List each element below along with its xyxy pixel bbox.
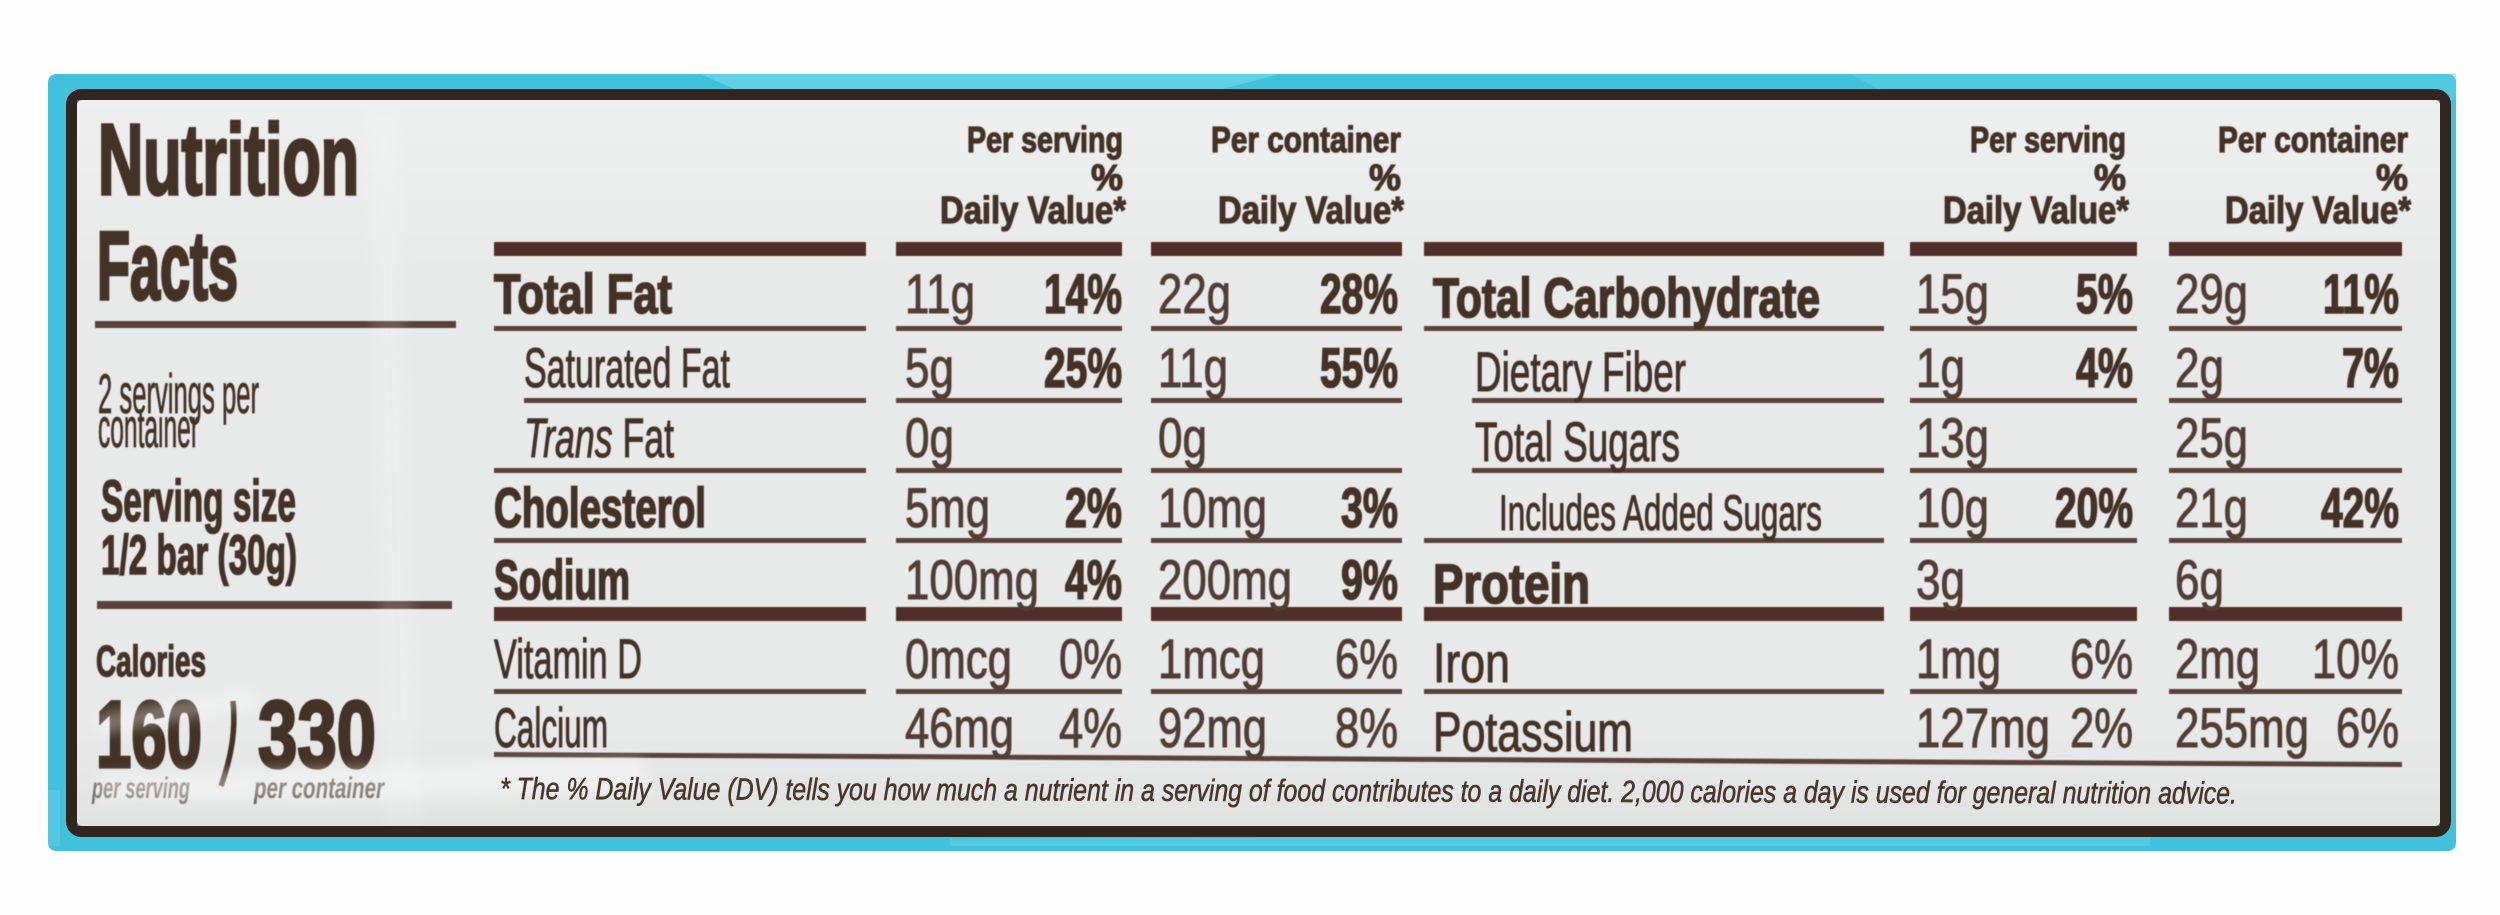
svg-text:42%: 42% bbox=[2321, 476, 2399, 539]
svg-text:Total Fat: Total Fat bbox=[494, 262, 672, 325]
svg-text:4%: 4% bbox=[2076, 336, 2133, 399]
svg-text:* The % Daily Value (DV) tells: * The % Daily Value (DV) tells you how m… bbox=[500, 771, 2237, 811]
svg-text:Calcium: Calcium bbox=[494, 696, 608, 759]
svg-text:11g: 11g bbox=[905, 262, 975, 325]
svg-text:Per container: Per container bbox=[1211, 119, 1401, 160]
svg-text:2%: 2% bbox=[2070, 696, 2133, 759]
svg-text:Per container: Per container bbox=[2218, 119, 2408, 160]
svg-text:Iron: Iron bbox=[1433, 631, 1510, 694]
svg-text:4%: 4% bbox=[1065, 548, 1122, 611]
svg-text:2g: 2g bbox=[2175, 336, 2224, 399]
svg-text:3g: 3g bbox=[1916, 548, 1965, 611]
svg-text:Saturated Fat: Saturated Fat bbox=[524, 336, 730, 399]
svg-text:6g: 6g bbox=[2175, 548, 2224, 611]
svg-text:127mg: 127mg bbox=[1916, 696, 2050, 759]
svg-text:8%: 8% bbox=[1335, 696, 1398, 759]
svg-text:100mg: 100mg bbox=[905, 548, 1039, 611]
svg-text:0mcg: 0mcg bbox=[905, 627, 1012, 690]
svg-text:46mg: 46mg bbox=[905, 696, 1014, 759]
svg-text:Facts: Facts bbox=[97, 213, 238, 320]
svg-text:3%: 3% bbox=[1341, 476, 1398, 539]
svg-text:55%: 55% bbox=[1320, 336, 1398, 399]
svg-text:Daily Value*: Daily Value* bbox=[1943, 189, 2129, 231]
svg-text:Trans Fat: Trans Fat bbox=[524, 406, 674, 469]
svg-text:2%: 2% bbox=[1065, 476, 1122, 539]
svg-text:5%: 5% bbox=[2076, 262, 2133, 325]
svg-text:2mg: 2mg bbox=[2175, 627, 2260, 690]
svg-text:92mg: 92mg bbox=[1158, 696, 1267, 759]
svg-text:28%: 28% bbox=[1320, 262, 1398, 325]
svg-text:Daily Value*: Daily Value* bbox=[940, 189, 1126, 231]
svg-text:5mg: 5mg bbox=[905, 476, 990, 539]
svg-text:14%: 14% bbox=[1044, 262, 1122, 325]
svg-text:5g: 5g bbox=[905, 336, 954, 399]
svg-text:11g: 11g bbox=[1158, 336, 1228, 399]
svg-text:0g: 0g bbox=[1158, 406, 1207, 469]
svg-text:7%: 7% bbox=[2342, 336, 2399, 399]
svg-text:%: % bbox=[1091, 157, 1123, 198]
svg-text:Total Sugars: Total Sugars bbox=[1475, 410, 1680, 473]
svg-text:9%: 9% bbox=[1341, 548, 1398, 611]
svg-text:6%: 6% bbox=[2336, 696, 2399, 759]
svg-text:Per serving: Per serving bbox=[1970, 119, 2126, 160]
svg-text:1/2 bar (30g): 1/2 bar (30g) bbox=[101, 523, 297, 586]
svg-text:Cholesterol: Cholesterol bbox=[494, 476, 706, 539]
svg-text:1mg: 1mg bbox=[1916, 627, 2001, 690]
svg-text:4%: 4% bbox=[1059, 696, 1122, 759]
svg-text:1mcg: 1mcg bbox=[1158, 627, 1265, 690]
svg-text:Nutrition: Nutrition bbox=[98, 104, 359, 216]
svg-text:container: container bbox=[98, 396, 199, 459]
svg-text:6%: 6% bbox=[1335, 627, 1398, 690]
svg-text:29g: 29g bbox=[2175, 262, 2248, 325]
svg-text:0%: 0% bbox=[1059, 627, 1122, 690]
svg-text:1g: 1g bbox=[1916, 336, 1965, 399]
svg-text:200mg: 200mg bbox=[1158, 548, 1292, 611]
svg-text:Protein: Protein bbox=[1433, 552, 1590, 615]
svg-text:21g: 21g bbox=[2175, 476, 2248, 539]
svg-text:%: % bbox=[2094, 157, 2126, 198]
svg-text:%: % bbox=[2376, 157, 2408, 198]
svg-text:160: 160 bbox=[96, 682, 202, 788]
svg-text:Daily Value*: Daily Value* bbox=[2225, 189, 2411, 231]
svg-text:13g: 13g bbox=[1916, 406, 1989, 469]
svg-text:Per serving: Per serving bbox=[967, 119, 1123, 160]
svg-text:25g: 25g bbox=[2175, 406, 2248, 469]
svg-text:Includes Added Sugars: Includes Added Sugars bbox=[1499, 484, 1822, 541]
svg-text:Vitamin D: Vitamin D bbox=[494, 627, 642, 690]
svg-text:10%: 10% bbox=[2312, 627, 2399, 690]
svg-text:15g: 15g bbox=[1916, 262, 1989, 325]
svg-text:Serving size: Serving size bbox=[101, 469, 296, 534]
svg-text:10g: 10g bbox=[1916, 476, 1989, 539]
svg-text:Calories: Calories bbox=[96, 638, 206, 686]
svg-text:%: % bbox=[1369, 157, 1401, 198]
svg-text:255mg: 255mg bbox=[2175, 696, 2309, 759]
svg-text:Dietary Fiber: Dietary Fiber bbox=[1475, 340, 1686, 403]
svg-text:Sodium: Sodium bbox=[494, 548, 630, 611]
svg-text:11%: 11% bbox=[2323, 262, 2399, 325]
svg-text:22g: 22g bbox=[1158, 262, 1231, 325]
svg-text:Daily Value*: Daily Value* bbox=[1218, 189, 1404, 231]
svg-text:Potassium: Potassium bbox=[1433, 700, 1633, 763]
svg-text:25%: 25% bbox=[1044, 336, 1122, 399]
svg-text:10mg: 10mg bbox=[1158, 476, 1267, 539]
svg-text:20%: 20% bbox=[2055, 476, 2133, 539]
svg-text:6%: 6% bbox=[2070, 627, 2133, 690]
svg-text:2 servings per: 2 servings per bbox=[98, 362, 259, 425]
svg-text:Total Carbohydrate: Total Carbohydrate bbox=[1433, 266, 1820, 329]
svg-text:0g: 0g bbox=[905, 406, 954, 469]
